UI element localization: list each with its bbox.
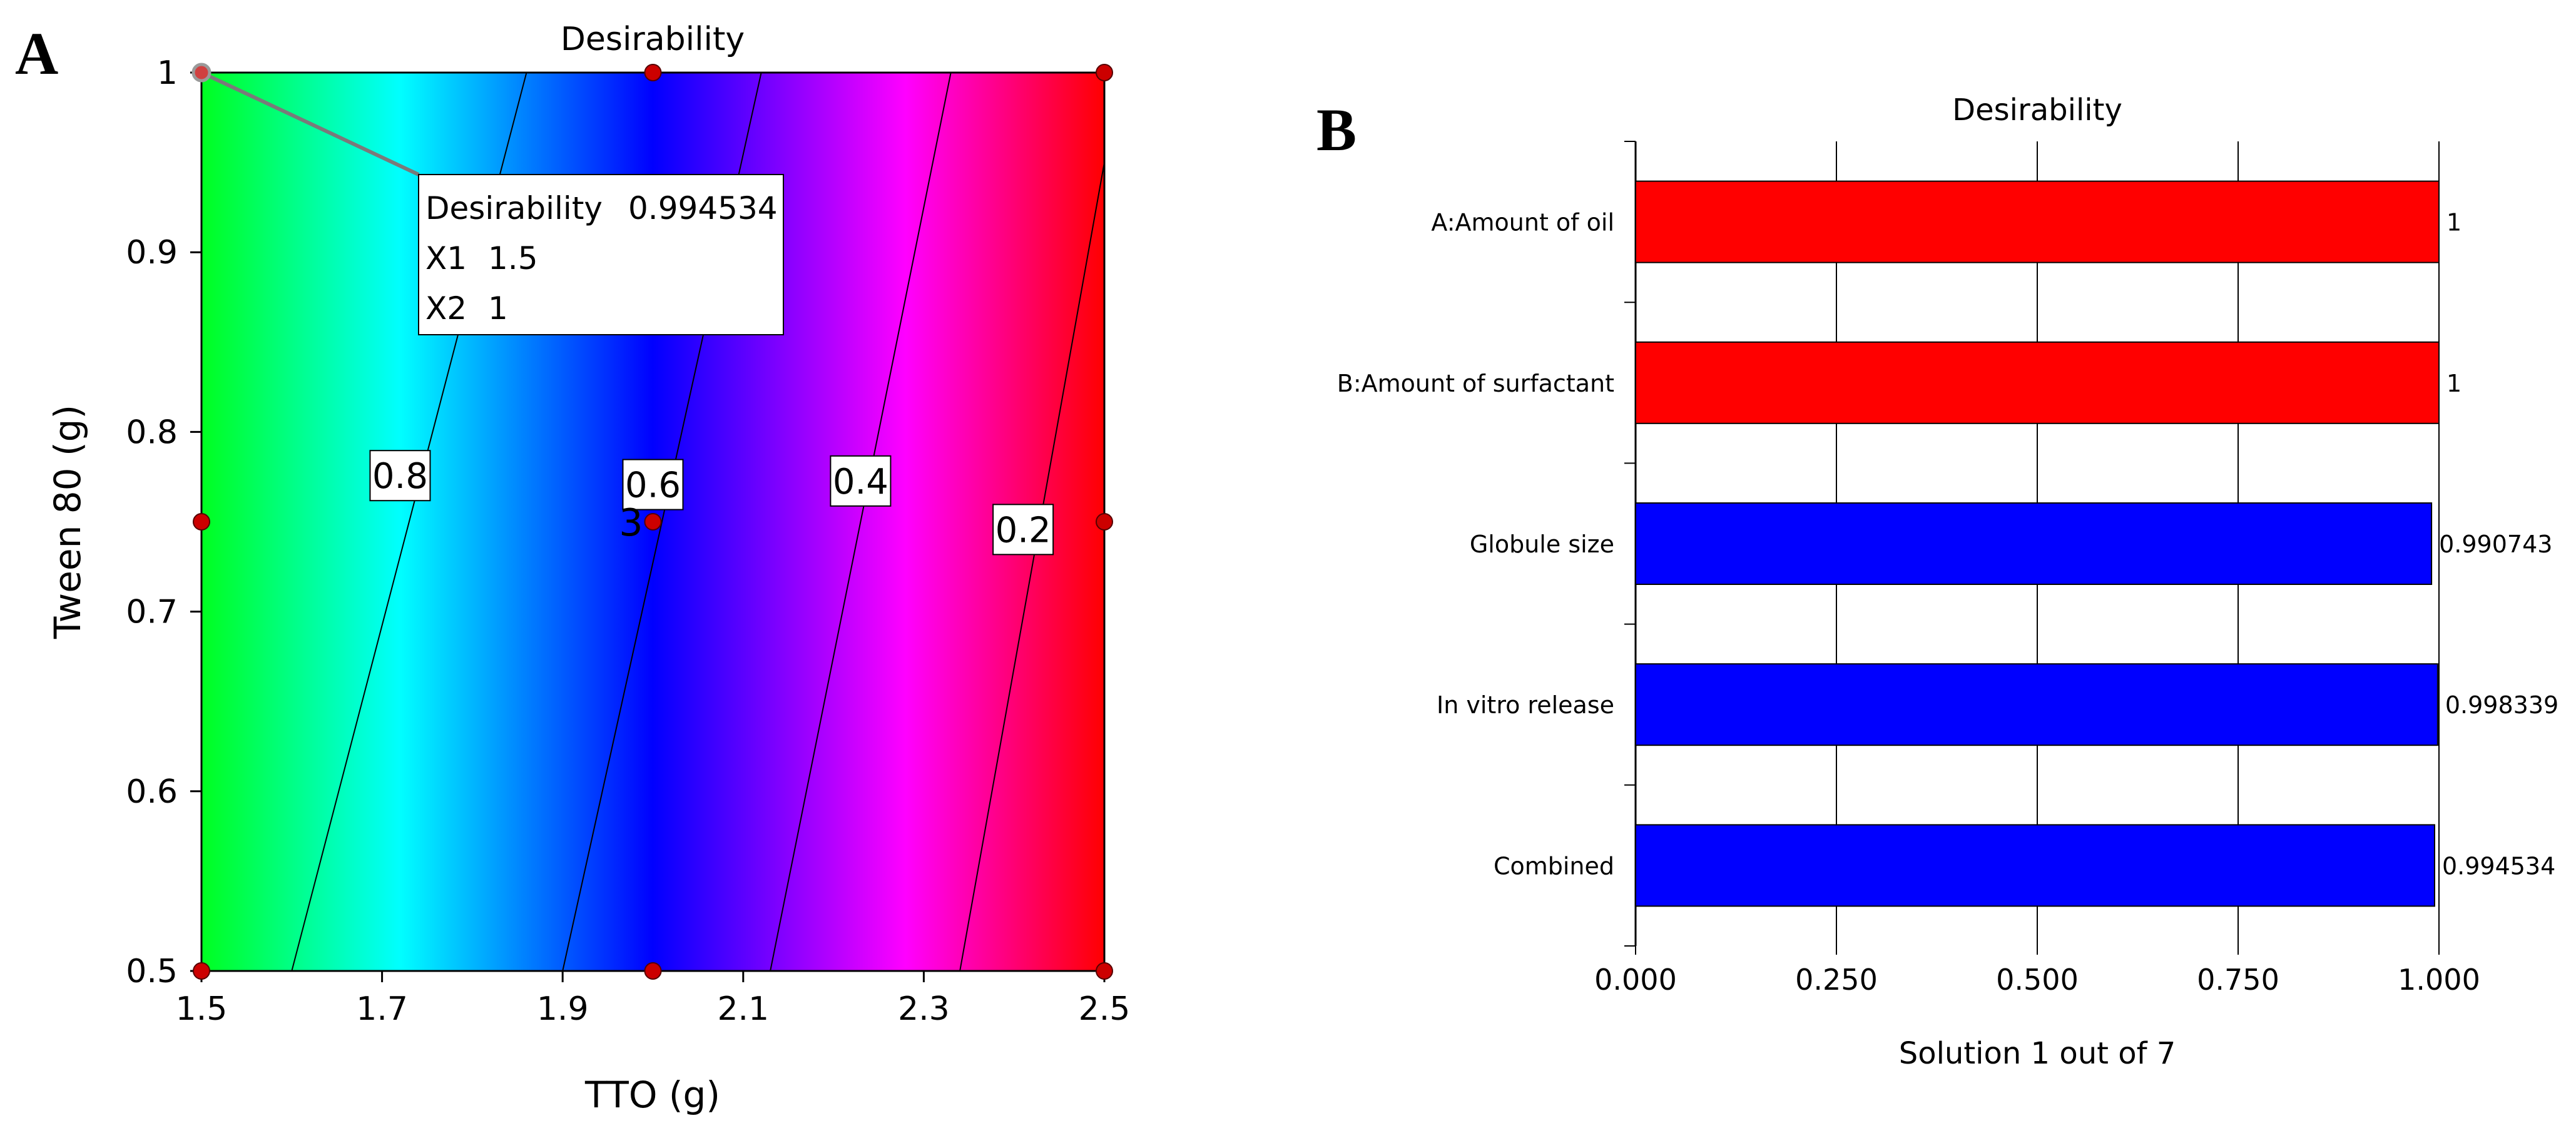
bar-chart-x-axis-label: Solution 1 out of 7: [1899, 1036, 2176, 1071]
bar-value-label-2: 0.990743: [2439, 531, 2552, 558]
tooltip-row-desirability-label: Desirability: [425, 190, 603, 226]
contour-line-0.4: [770, 72, 952, 972]
x-tick-label-3: 2.1: [717, 990, 769, 1028]
design-point[interactable]: [644, 513, 662, 531]
bar-x-tick-label-0: 0.000: [1594, 963, 1677, 997]
contour-label-box-0.4: [830, 455, 892, 507]
bar-in-vitro-release[interactable]: [1635, 663, 2438, 746]
y-tick-label-0: 0.5: [126, 953, 178, 990]
contour-label-box-0.2: [992, 504, 1054, 556]
contour-line-0.2: [959, 162, 1105, 972]
y-tick-label-1: 0.6: [126, 773, 178, 811]
x-tick-label-1: 1.7: [356, 990, 408, 1028]
bar-value-label-4: 0.994534: [2442, 852, 2555, 880]
contour-label-0.2: 0.2: [995, 510, 1051, 551]
panel-a-title: Desirability: [561, 21, 745, 58]
design-point[interactable]: [644, 962, 662, 980]
contour-label-0.6: 0.6: [625, 465, 681, 506]
design-points: [191, 63, 1113, 980]
x-axis-label: TTO (g): [584, 1074, 720, 1116]
bar-chart-x-ticks: 0.000 0.250 0.500 0.750 1.000: [1594, 946, 2480, 997]
bar-category-label-1: B:Amount of surfactant: [1337, 370, 1614, 397]
bar-value-label-3: 0.998339: [2445, 691, 2558, 719]
panel-b: B Desirability A:Amount of oil B:Amount o…: [1316, 93, 2558, 1071]
bar-value-label-0: 1: [2446, 209, 2461, 236]
bar-category-label-2: Globule size: [1470, 531, 1614, 558]
contour-label-0.4: 0.4: [833, 462, 888, 502]
tooltip-row-desirability-value: 0.994534: [628, 190, 778, 226]
y-axis-ticks: 0.5 0.6 0.7 0.8 0.9 1: [126, 54, 201, 990]
tooltip-row-x2-value: 1: [488, 290, 508, 327]
panel-a-letter: A: [15, 20, 58, 87]
x-tick-label-5: 2.5: [1079, 990, 1131, 1028]
bar-value-label-1: 1: [2446, 370, 2461, 397]
contour-label-box-0.8: [369, 450, 431, 502]
panel-b-letter: B: [1316, 96, 1357, 163]
design-point[interactable]: [1096, 513, 1113, 531]
bar-category-label-0: A:Amount of oil: [1431, 209, 1614, 236]
x-axis-ticks: 1.5 1.7 1.9 2.1 2.3 2.5: [176, 971, 1131, 1028]
bar-globule-size[interactable]: [1635, 502, 2433, 585]
panel-b-title: Desirability: [1952, 93, 2122, 128]
bar-x-tick-label-4: 1.000: [2398, 963, 2480, 997]
y-axis-label: Tween 80 (g): [46, 405, 89, 639]
contour-label-0.8: 0.8: [372, 456, 428, 497]
tooltip-row-x2-label: X2: [425, 290, 467, 327]
x-tick-label-4: 2.3: [898, 990, 950, 1028]
bar-combined[interactable]: [1635, 824, 2435, 907]
design-point[interactable]: [193, 513, 210, 531]
y-tick-label-4: 0.9: [126, 234, 178, 272]
bar-x-tick-label-2: 0.500: [1996, 963, 2079, 997]
bar-chart-bars: [1635, 180, 2440, 907]
design-point[interactable]: [193, 962, 210, 980]
x-tick-label-0: 1.5: [176, 990, 228, 1028]
tooltip-row-x1-value: 1.5: [488, 240, 538, 277]
bar-a-amount-of-oil[interactable]: [1635, 180, 2440, 263]
tooltip-box: [418, 174, 784, 335]
tooltip-row-x1-label: X1: [425, 240, 467, 277]
bar-b-amount-of-surfactant[interactable]: [1635, 341, 2440, 424]
y-tick-label-3: 0.8: [126, 414, 178, 451]
y-tick-label-5: 1: [157, 54, 178, 92]
center-point-replicate-label: 3: [619, 501, 643, 545]
bar-category-label-4: Combined: [1494, 852, 1614, 880]
x-tick-label-2: 1.9: [537, 990, 589, 1028]
design-point[interactable]: [644, 64, 662, 81]
bar-category-label-3: In vitro release: [1437, 691, 1614, 719]
selected-point-tooltip: Desirability 0.994534 X1 1.5 X2 1: [418, 174, 784, 335]
tooltip-leader-line: [200, 71, 420, 176]
panel-a: A Desirability 0.8 0.6 0.4 0.2 1.5 1.7 1.9 2.1…: [15, 20, 1130, 1116]
bar-x-tick-label-3: 0.750: [2197, 963, 2279, 997]
bar-x-tick-label-1: 0.250: [1795, 963, 1878, 997]
contour-lines: 0.8 0.6 0.4 0.2: [291, 72, 1105, 972]
bar-chart-category-labels: A:Amount of oil B:Amount of surfactant Glo…: [1337, 209, 1614, 880]
y-tick-label-2: 0.7: [126, 594, 178, 631]
bar-chart-value-labels: 1 1 0.990743 0.998339 0.994534: [2439, 209, 2558, 880]
selected-design-point[interactable]: [191, 63, 211, 83]
design-point[interactable]: [1096, 962, 1113, 980]
contour-label-box-0.6: [622, 459, 684, 511]
design-point[interactable]: [1096, 64, 1113, 81]
